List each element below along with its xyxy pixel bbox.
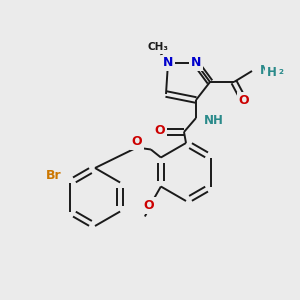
Text: NH: NH: [204, 113, 224, 127]
Text: NH₂: NH₂: [260, 64, 285, 77]
Text: CH₃: CH₃: [148, 42, 169, 52]
Text: N: N: [163, 56, 173, 70]
Text: N: N: [191, 56, 201, 70]
Text: O: O: [132, 135, 142, 148]
Text: O: O: [155, 124, 165, 137]
Text: O: O: [239, 94, 249, 106]
Text: O: O: [144, 199, 154, 212]
Text: Br: Br: [46, 169, 62, 182]
Text: H: H: [267, 65, 277, 79]
